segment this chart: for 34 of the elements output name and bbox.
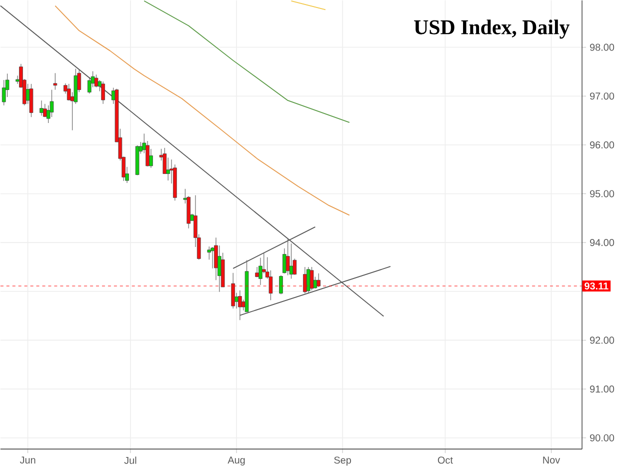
y-tick-label: 98.00 xyxy=(590,44,614,51)
y-tick-label: 96.00 xyxy=(590,141,614,148)
x-tick-label: Oct xyxy=(438,456,453,464)
y-tick-label: 95.00 xyxy=(590,190,614,198)
candlestick xyxy=(29,84,34,118)
candlestick xyxy=(231,272,235,309)
y-tick-label: 92.00 xyxy=(590,336,614,344)
candlestick xyxy=(286,238,290,276)
candlestick xyxy=(238,290,242,320)
candlestick xyxy=(53,72,58,90)
candlestick xyxy=(310,266,314,291)
candlestick xyxy=(101,81,105,104)
x-tick-label: Jun xyxy=(20,456,36,464)
candlestick xyxy=(279,274,283,295)
y-tick-label: 90.00 xyxy=(590,434,614,442)
line-series xyxy=(144,0,350,123)
ref-line-label: 93.11 xyxy=(584,282,608,290)
candlestick xyxy=(210,246,214,269)
candlestick xyxy=(149,148,153,168)
candlestick xyxy=(303,266,307,294)
text: USD Index, Daily xyxy=(414,20,570,39)
candlestick xyxy=(40,100,44,116)
x-tick-label: Sep xyxy=(334,456,352,466)
y-tick-label: 97.00 xyxy=(590,92,614,100)
line-series xyxy=(54,5,350,216)
candlestick xyxy=(94,74,98,88)
y-tick-label: 94.00 xyxy=(590,239,614,246)
x-tick-label: Aug xyxy=(228,456,245,466)
candlestick xyxy=(166,157,170,181)
candlestick xyxy=(258,257,262,286)
x-tick-label: Nov xyxy=(543,456,560,464)
x-tick-label: Jul xyxy=(124,456,136,464)
candlestick xyxy=(316,272,321,288)
y-tick-label: 91.00 xyxy=(590,385,614,393)
